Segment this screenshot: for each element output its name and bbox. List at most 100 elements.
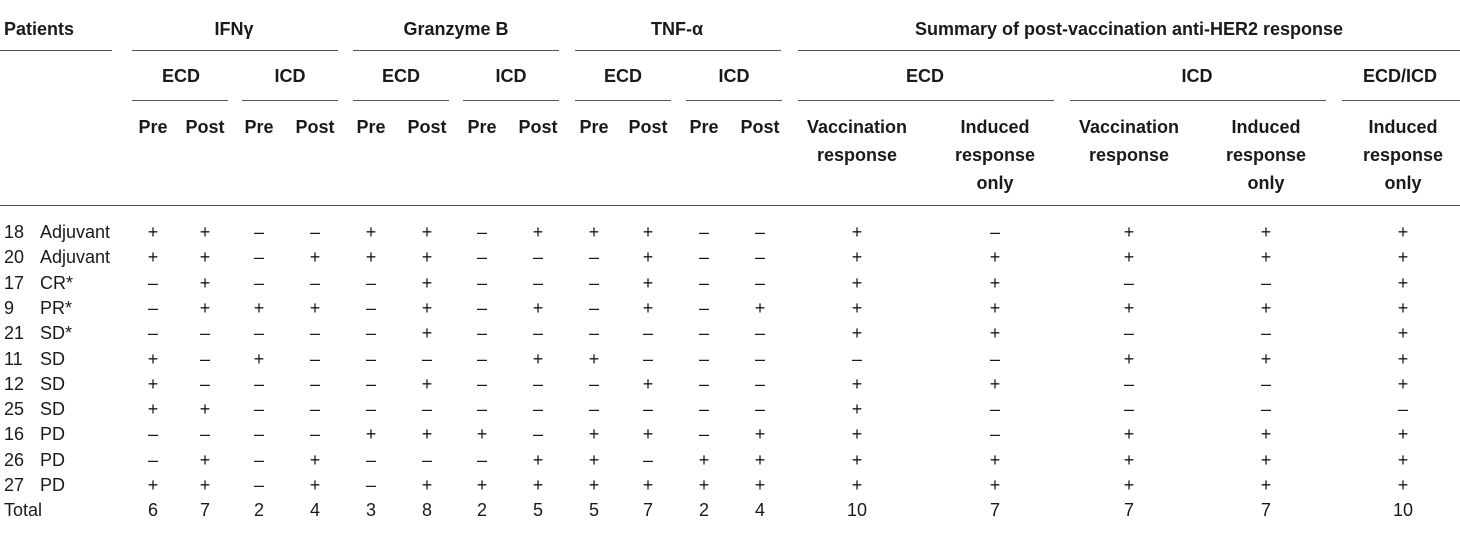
table-cell: – — [476, 349, 488, 369]
table-cell: – — [698, 323, 710, 343]
table-cell: – — [147, 323, 159, 343]
table-cell: – — [754, 273, 766, 293]
table-cell: + — [1397, 424, 1409, 444]
table-cell: – — [989, 399, 1001, 419]
patient-status: SD — [40, 349, 66, 369]
table-cell: + — [588, 450, 600, 470]
table-cell: – — [989, 424, 1001, 444]
table-cell: + — [421, 374, 433, 394]
table-cell: – — [989, 349, 1001, 369]
table-cell: – — [1260, 323, 1272, 343]
table-cell: – — [365, 349, 377, 369]
patient-id: 17 — [4, 273, 25, 293]
table-cell: + — [851, 475, 863, 495]
col-gzb-icd-pre: Pre — [467, 117, 497, 137]
table-cell: + — [309, 475, 321, 495]
table-cell: – — [253, 323, 265, 343]
table-cell: 3 — [365, 500, 377, 520]
table-cell: 2 — [476, 500, 488, 520]
table-cell: + — [1397, 349, 1409, 369]
table-cell: – — [1260, 374, 1272, 394]
table-cell: – — [309, 323, 321, 343]
table-cell: + — [1397, 475, 1409, 495]
rule-ifng-icd — [242, 100, 338, 101]
table-cell: + — [421, 222, 433, 242]
table-cell: + — [365, 247, 377, 267]
table-cell: – — [476, 323, 488, 343]
table-cell: + — [199, 222, 211, 242]
table-cell: + — [1397, 222, 1409, 242]
table-cell: + — [199, 298, 211, 318]
col-tnf-ecd-pre: Pre — [579, 117, 609, 137]
rule-summary-icd — [1070, 100, 1326, 101]
table-cell: + — [754, 450, 766, 470]
rule-gzb-icd — [463, 100, 559, 101]
col-ecdicd-induced-2: response — [1362, 145, 1444, 165]
table-cell: + — [1397, 247, 1409, 267]
table-cell: – — [421, 349, 433, 369]
table-cell: – — [421, 399, 433, 419]
table-cell: – — [698, 374, 710, 394]
table-cell: – — [365, 399, 377, 419]
table-cell: 10 — [1392, 500, 1414, 520]
table-cell: – — [476, 450, 488, 470]
table-cell: + — [199, 475, 211, 495]
table-cell: + — [1123, 475, 1135, 495]
col-icd-vaccination-response-1: Vaccination — [1078, 117, 1180, 137]
table-cell: – — [365, 298, 377, 318]
col-tnf-icd-pre: Pre — [689, 117, 719, 137]
table-cell: + — [309, 450, 321, 470]
table-cell: 5 — [532, 500, 544, 520]
table-cell: – — [698, 247, 710, 267]
patient-id: 25 — [4, 399, 25, 419]
col-ifng-ecd-post: Post — [185, 117, 225, 137]
table-cell: + — [588, 475, 600, 495]
table-cell: + — [1260, 349, 1272, 369]
table-cell: + — [1123, 424, 1135, 444]
rule-ifng-ecd — [132, 100, 228, 101]
tnf-ecd-header: ECD — [603, 66, 643, 86]
table-cell: + — [147, 247, 159, 267]
table-cell: – — [365, 450, 377, 470]
table-cell: – — [1397, 399, 1409, 419]
table-cell: 7 — [642, 500, 654, 520]
col-ecd-induced-3: only — [976, 173, 1014, 193]
table-cell: – — [588, 374, 600, 394]
table-cell: + — [199, 399, 211, 419]
rule-tnf-ecd — [575, 100, 671, 101]
granzyme-b-header: Granzyme B — [403, 19, 509, 39]
rule-granzyme — [353, 50, 559, 51]
col-icd-vaccination-response-2: response — [1088, 145, 1170, 165]
table-cell: + — [851, 374, 863, 394]
table-cell: – — [365, 374, 377, 394]
table-cell: 5 — [588, 500, 600, 520]
table-cell: + — [532, 475, 544, 495]
table-cell: – — [365, 323, 377, 343]
col-ifng-ecd-pre: Pre — [138, 117, 168, 137]
table-cell: – — [642, 323, 654, 343]
table-cell: – — [476, 247, 488, 267]
table-cell: + — [1123, 349, 1135, 369]
table-cell: 7 — [989, 500, 1001, 520]
table-cell: + — [199, 247, 211, 267]
table-cell: + — [309, 298, 321, 318]
table-cell: + — [989, 247, 1001, 267]
table-cell: – — [199, 424, 211, 444]
table-cell: – — [754, 323, 766, 343]
col-ifng-icd-pre: Pre — [244, 117, 274, 137]
table-cell: – — [476, 399, 488, 419]
table-cell: + — [588, 424, 600, 444]
table-cell: – — [754, 399, 766, 419]
col-ecdicd-induced-1: Induced — [1368, 117, 1438, 137]
summary-icd-header: ICD — [1181, 66, 1213, 86]
table-cell: – — [698, 298, 710, 318]
table-cell: + — [1397, 450, 1409, 470]
table-cell: 7 — [1123, 500, 1135, 520]
table-cell: + — [698, 450, 710, 470]
col-ecd-induced-1: Induced — [960, 117, 1030, 137]
table-cell: – — [476, 222, 488, 242]
table-cell: – — [698, 222, 710, 242]
table-cell: – — [199, 349, 211, 369]
col-tnf-ecd-post: Post — [628, 117, 668, 137]
table-cell: + — [1260, 475, 1272, 495]
